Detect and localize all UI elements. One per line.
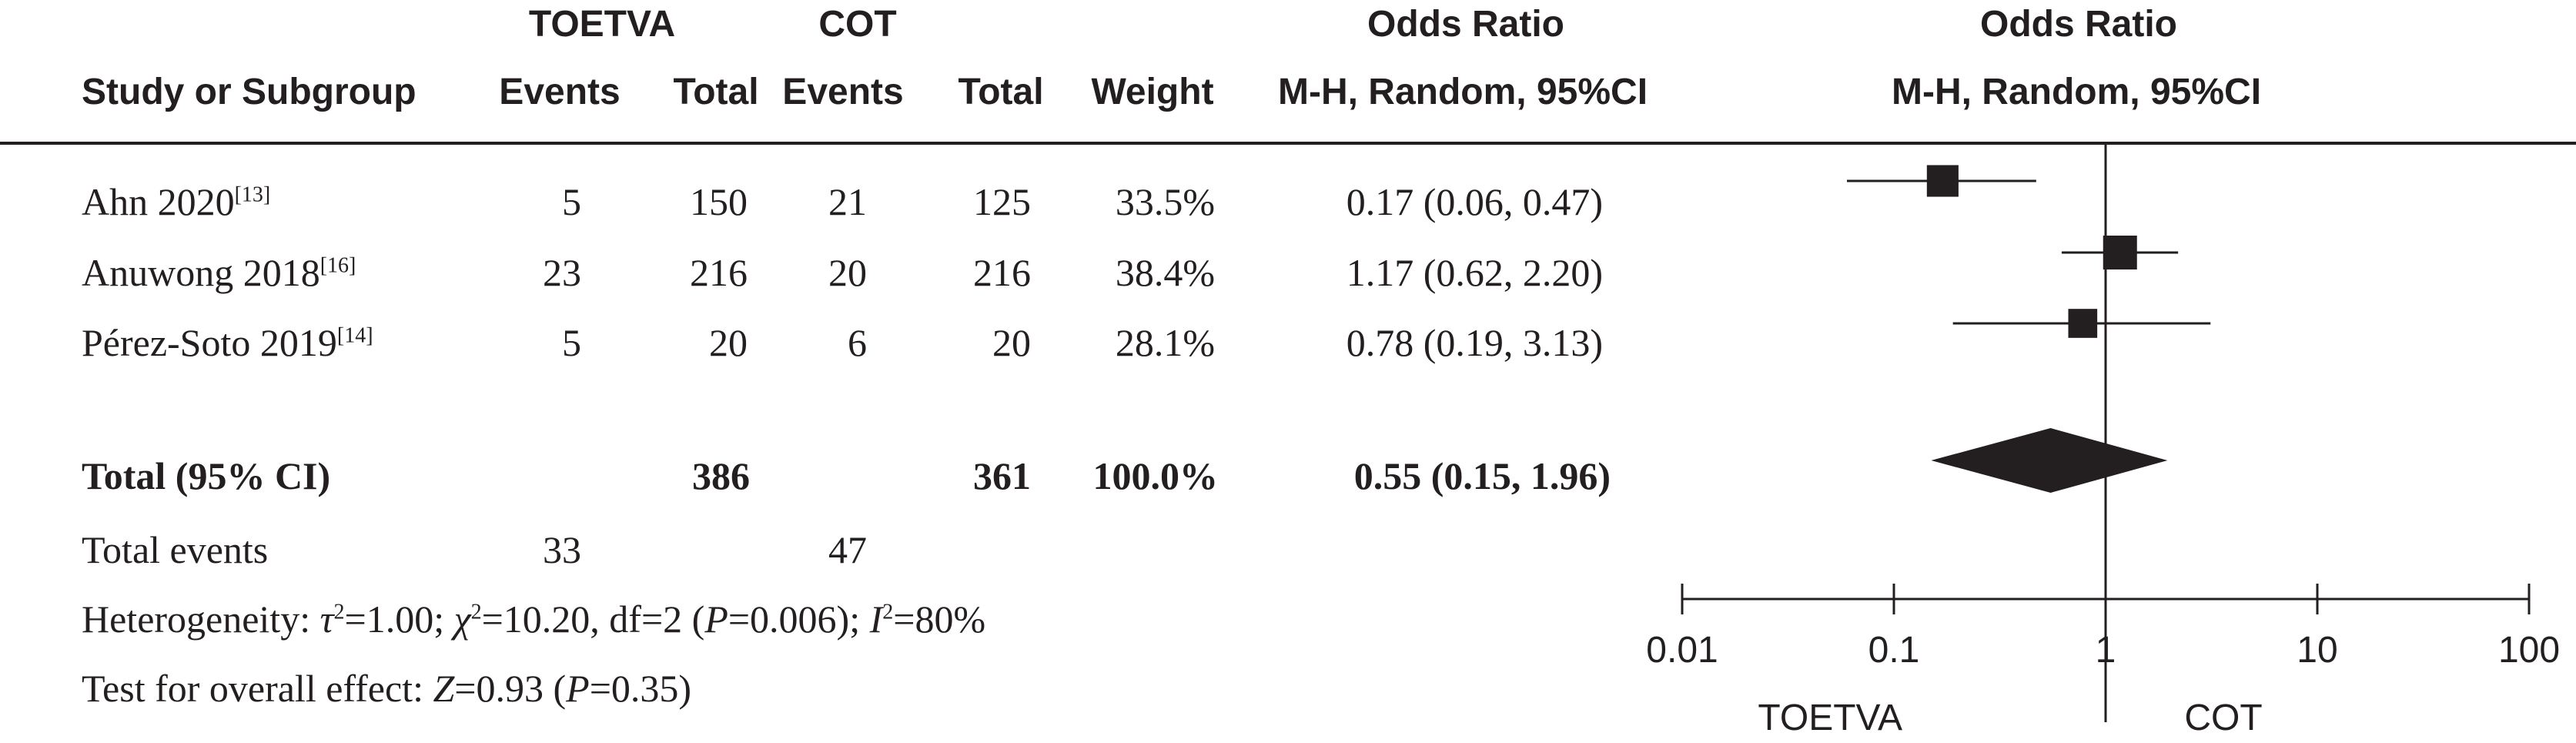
events2-cell: 21 bbox=[828, 180, 867, 223]
effect-square bbox=[1926, 165, 1959, 197]
favours-left-label: TOETVA bbox=[1758, 698, 1902, 738]
pooled-diamond bbox=[1931, 428, 2168, 493]
group2-header: COT bbox=[818, 4, 897, 45]
or-column-title: Odds Ratio bbox=[1367, 4, 1565, 45]
events2-cell: 6 bbox=[848, 321, 867, 364]
total2-sum: 361 bbox=[973, 454, 1031, 497]
study-column-header: Study or Subgroup bbox=[82, 72, 417, 112]
heterogeneity-text: Heterogeneity: τ2=1.00; χ2=10.20, df=2 (… bbox=[82, 597, 986, 641]
total1-cell: 150 bbox=[690, 180, 748, 223]
total1-cell: 216 bbox=[690, 251, 748, 294]
favours-right-label: COT bbox=[2184, 698, 2262, 738]
study-name: Ahn 2020[13] bbox=[82, 180, 271, 223]
study-name: Anuwong 2018[16] bbox=[82, 251, 356, 294]
events1-cell: 5 bbox=[562, 180, 581, 223]
pooled-ci: 0.55 (0.15, 1.96) bbox=[1353, 454, 1611, 497]
x-tick-label: 0.1 bbox=[1868, 630, 1920, 671]
ci-cell: 0.17 (0.06, 0.47) bbox=[1346, 180, 1603, 223]
events2-cell: 20 bbox=[828, 251, 867, 294]
total1-sum: 386 bbox=[692, 454, 750, 497]
plot-method-header: M-H, Random, 95%CI bbox=[1891, 72, 2262, 112]
total1-cell: 20 bbox=[709, 321, 748, 364]
total-events-label: Total events bbox=[82, 528, 269, 571]
events1-header: Events bbox=[499, 72, 621, 112]
total-weight: 100.0% bbox=[1092, 454, 1219, 497]
events1-cell: 5 bbox=[562, 321, 581, 364]
total-events2: 47 bbox=[828, 528, 867, 571]
events1-cell: 23 bbox=[543, 251, 581, 294]
ci-cell: 0.78 (0.19, 3.13) bbox=[1346, 321, 1603, 364]
x-tick-label: 10 bbox=[2297, 630, 2337, 671]
x-tick-label: 100 bbox=[2498, 630, 2560, 671]
total-events1: 33 bbox=[543, 528, 581, 571]
total-label: Total (95% CI) bbox=[82, 454, 331, 497]
x-tick-label: 1 bbox=[2096, 630, 2116, 671]
total2-cell: 20 bbox=[992, 321, 1031, 364]
total2-header: Total bbox=[958, 72, 1044, 112]
study-name: Pérez-Soto 2019[14] bbox=[82, 321, 373, 364]
weight-cell: 33.5% bbox=[1115, 180, 1215, 223]
weight-header: Weight bbox=[1091, 72, 1214, 112]
effect-square bbox=[2103, 236, 2137, 269]
group1-header: TOETVA bbox=[528, 4, 676, 45]
x-tick-label: 0.01 bbox=[1646, 630, 1718, 671]
effect-square bbox=[2068, 309, 2098, 338]
plot-title: Odds Ratio bbox=[1979, 4, 2178, 45]
total2-cell: 216 bbox=[973, 251, 1031, 294]
weight-cell: 38.4% bbox=[1115, 251, 1215, 294]
total2-cell: 125 bbox=[973, 180, 1031, 223]
events2-header: Events bbox=[782, 72, 904, 112]
method-header: M-H, Random, 95%CI bbox=[1277, 72, 1648, 112]
total1-header: Total bbox=[673, 72, 759, 112]
weight-cell: 28.1% bbox=[1115, 321, 1215, 364]
ci-cell: 1.17 (0.62, 2.20) bbox=[1346, 251, 1603, 294]
overall-effect-text: Test for overall effect: Z=0.93 (P=0.35) bbox=[82, 667, 692, 710]
